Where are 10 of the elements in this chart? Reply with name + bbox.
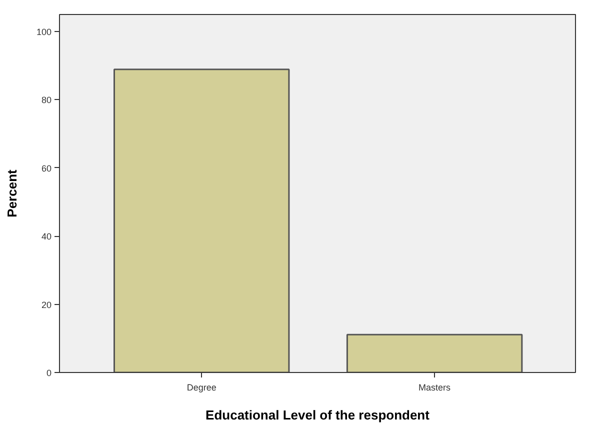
y-tick-label: 40 bbox=[41, 232, 52, 242]
x-tick-label: Degree bbox=[186, 382, 216, 392]
y-tick-label: 60 bbox=[41, 163, 52, 174]
y-tick-label: 100 bbox=[36, 27, 52, 38]
y-axis-title: Percent bbox=[4, 168, 20, 218]
x-tick-label: Masters bbox=[418, 382, 452, 392]
x-axis-title: Educational Level of the respondent bbox=[206, 408, 430, 422]
y-tick-label: 80 bbox=[41, 95, 52, 106]
y-tick-label: 0 bbox=[46, 368, 52, 378]
y-tick-label: 20 bbox=[41, 300, 52, 310]
